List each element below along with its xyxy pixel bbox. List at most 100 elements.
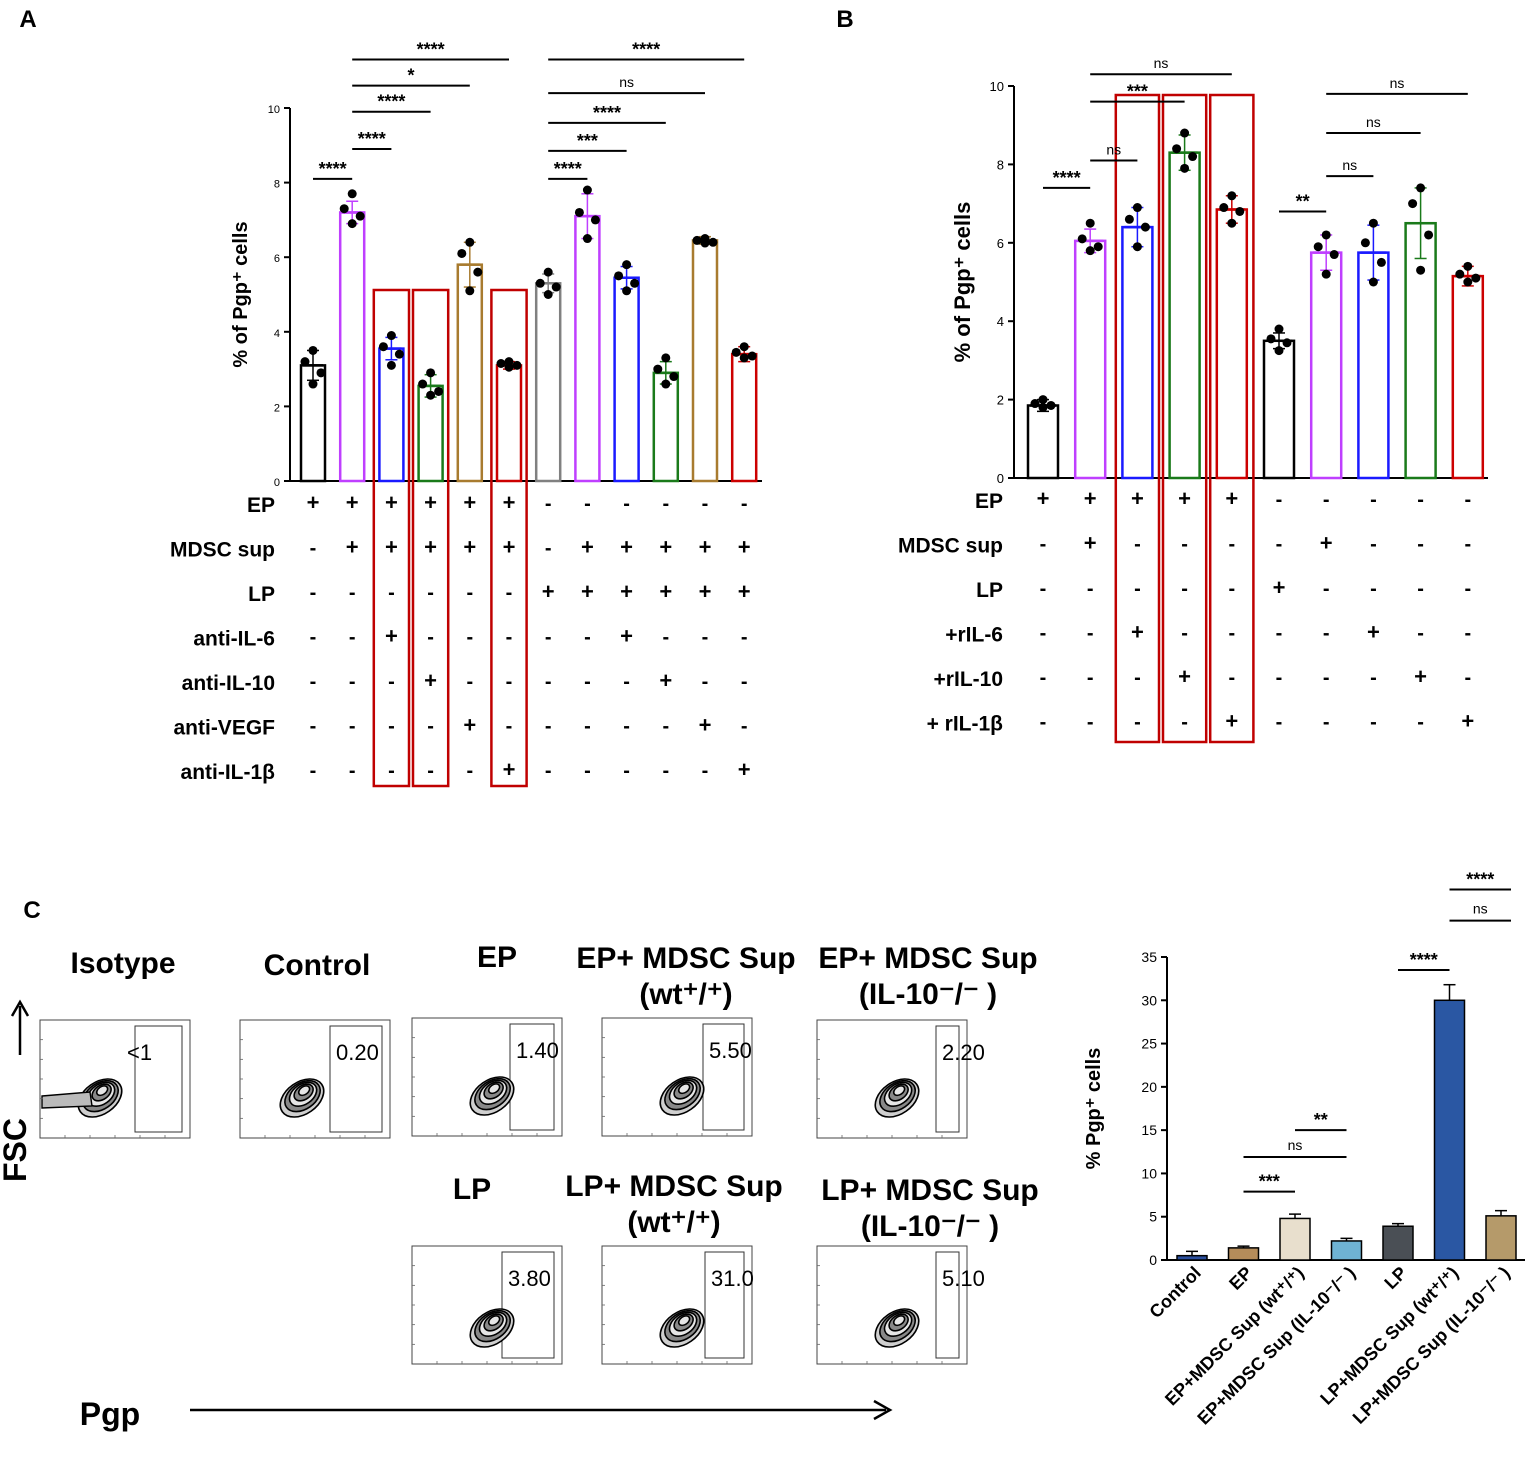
bar-C — [1382, 1225, 1414, 1261]
highlight-box-A — [490, 288, 528, 788]
flow-gate — [702, 1023, 745, 1131]
condition-sign-A: + — [659, 668, 672, 693]
condition-sign-A: + — [699, 579, 712, 604]
condition-sign-B: - — [1040, 578, 1047, 600]
condition-sign-B: - — [1464, 489, 1471, 511]
flow-contour — [874, 1308, 920, 1348]
category-label-C: Control — [1145, 1263, 1204, 1322]
panel-label-b: B — [836, 6, 853, 33]
pgp-arrow-head — [873, 1399, 893, 1421]
data-point-A — [622, 286, 632, 296]
condition-sign-B: - — [1370, 534, 1377, 556]
sig-label-A: **** — [358, 129, 386, 149]
condition-sign-A: + — [463, 713, 476, 738]
flow-gate — [935, 1251, 960, 1359]
condition-sign-B: + — [1084, 486, 1097, 511]
flow-title: (wt⁺/⁺) — [627, 1206, 720, 1239]
y-tick-label-A: 2 — [274, 402, 280, 414]
bar-A — [534, 282, 562, 483]
data-point-A — [669, 372, 679, 382]
condition-sign-A: - — [545, 493, 552, 515]
condition-sign-B: - — [1181, 712, 1188, 734]
condition-sign-A: + — [581, 579, 594, 604]
condition-sign-A: - — [466, 627, 473, 649]
sig-label-B: ns — [1390, 75, 1405, 91]
condition-sign-A: + — [385, 624, 398, 649]
data-point-A — [465, 286, 475, 296]
condition-sign-A: - — [623, 671, 630, 693]
condition-sign-B: - — [1228, 667, 1235, 689]
condition-sign-A: + — [620, 535, 633, 560]
condition-sign-B: - — [1040, 667, 1047, 689]
bar-A — [730, 352, 758, 483]
condition-sign-A: - — [506, 716, 513, 738]
condition-sign-B: - — [1087, 578, 1094, 600]
data-point-B — [1085, 246, 1095, 256]
flow-percentage: 0.20 — [336, 1040, 379, 1065]
y-tick-label-B: 0 — [997, 471, 1004, 486]
flow-contour — [469, 1308, 515, 1348]
y-axis-label-C: % Pgp⁺ cells — [1083, 1048, 1105, 1170]
data-point-B — [1188, 152, 1198, 162]
flow-percentage: 5.10 — [942, 1266, 985, 1291]
condition-sign-A: - — [310, 760, 317, 782]
sig-label-C: ns — [1288, 1137, 1303, 1153]
data-point-B — [1085, 218, 1095, 228]
data-point-A — [434, 386, 444, 396]
bar-B — [1121, 225, 1154, 480]
data-point-B — [1313, 242, 1323, 252]
y-tick-label-C: 35 — [1141, 949, 1157, 965]
data-point-A — [739, 342, 749, 352]
sig-label-C: **** — [1410, 950, 1438, 970]
bar-A — [495, 364, 523, 483]
condition-sign-A: - — [662, 627, 669, 649]
condition-sign-A: - — [427, 716, 434, 738]
flow-gate — [509, 1023, 555, 1131]
data-point-A — [386, 360, 396, 370]
flow-contour-ring — [487, 1315, 501, 1327]
condition-sign-B: + — [1461, 709, 1474, 734]
flow-gate — [935, 1025, 960, 1133]
condition-sign-A: - — [584, 760, 591, 782]
condition-sign-A: - — [584, 716, 591, 738]
data-point-B — [1274, 324, 1284, 334]
flow-contour — [659, 1308, 705, 1348]
sig-label-A: **** — [319, 159, 347, 179]
condition-sign-A: - — [349, 760, 356, 782]
bar-C — [1485, 1215, 1517, 1261]
data-point-A — [653, 364, 663, 374]
sig-label-A: *** — [577, 131, 598, 151]
data-point-B — [1030, 399, 1040, 409]
condition-sign-B: - — [1370, 578, 1377, 600]
data-point-B — [1471, 273, 1481, 283]
data-point-B — [1180, 128, 1190, 138]
data-point-B — [1235, 206, 1245, 216]
condition-sign-A: - — [466, 671, 473, 693]
flow-title: (IL-10⁻/⁻ ) — [861, 1210, 999, 1243]
condition-label-A: anti-VEGF — [173, 717, 275, 740]
condition-label-A: EP — [247, 494, 275, 517]
category-label-C: LP — [1380, 1263, 1410, 1293]
flow-contour-tail — [41, 1091, 93, 1109]
condition-sign-A: + — [503, 490, 516, 515]
condition-sign-B: - — [1040, 712, 1047, 734]
condition-sign-B: - — [1323, 489, 1330, 511]
data-point-A — [535, 278, 545, 288]
bar-C — [1433, 999, 1466, 1261]
bar-B — [1404, 221, 1437, 480]
data-point-B — [1093, 242, 1103, 252]
bar-A — [456, 263, 484, 483]
condition-sign-B: - — [1134, 578, 1141, 600]
condition-sign-A: - — [506, 582, 513, 604]
data-point-B — [1408, 199, 1418, 209]
condition-sign-A: + — [385, 490, 398, 515]
data-point-B — [1038, 402, 1048, 412]
y-tick-label-C: 20 — [1141, 1079, 1157, 1095]
condition-sign-B: - — [1134, 534, 1141, 556]
y-tick-label-A: 8 — [274, 179, 280, 191]
highlight-box-B — [1114, 93, 1161, 744]
condition-sign-A: + — [385, 535, 398, 560]
condition-sign-A: + — [463, 490, 476, 515]
flow-gate — [704, 1251, 745, 1359]
data-point-B — [1376, 257, 1386, 267]
